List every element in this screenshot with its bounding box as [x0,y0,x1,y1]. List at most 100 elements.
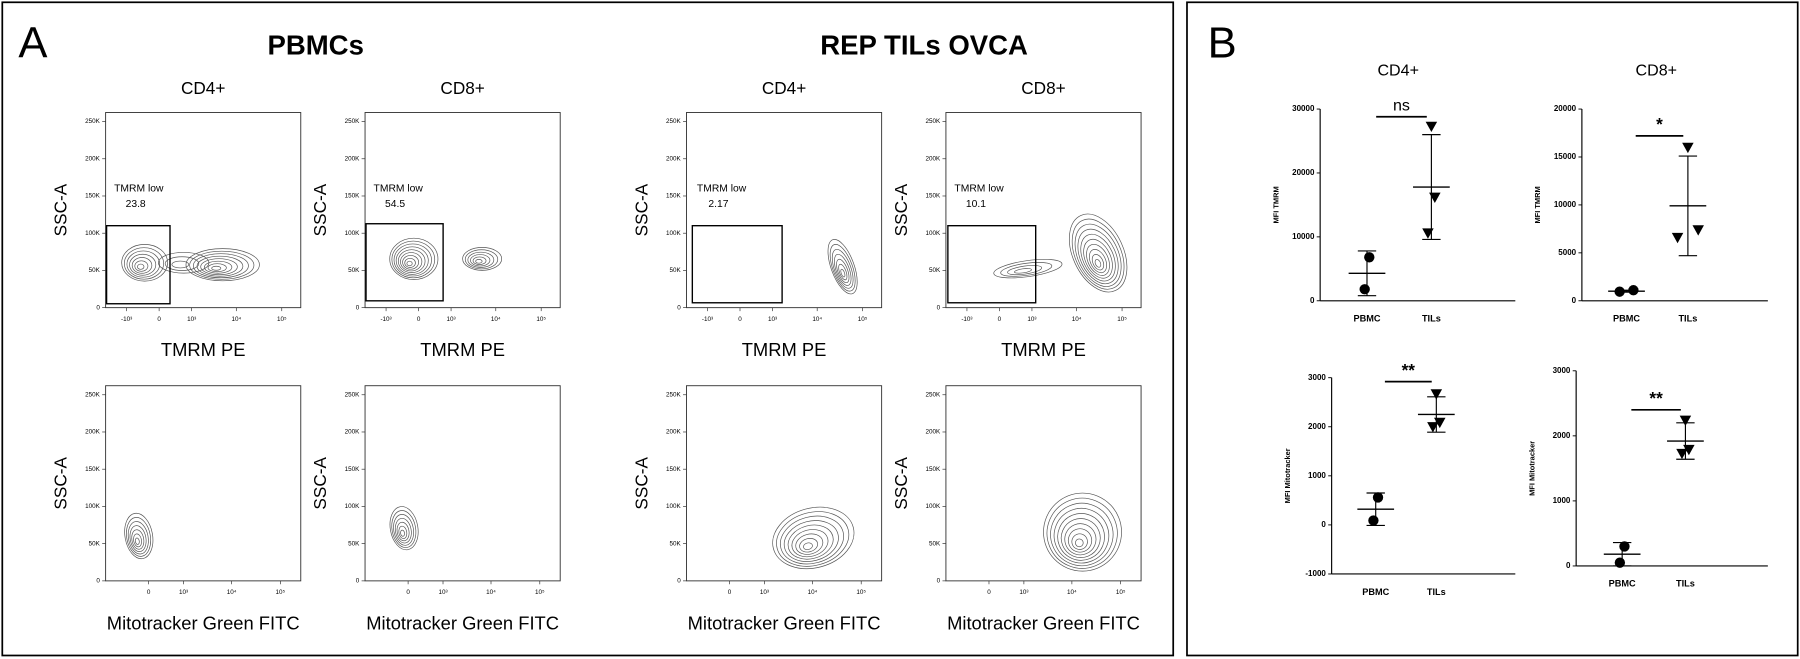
x-axis-label: TMRM PE [742,339,827,360]
y-tick-label: 0 [937,578,941,585]
x-tick-label: 10⁴ [486,589,496,596]
contour-line [1050,502,1114,567]
x-tick-label: 0 [417,316,421,323]
x-tick-label: 10⁴ [231,316,241,323]
x-axis-label: Mitotracker Green FITC [366,612,559,633]
x-tick-label: 10⁵ [858,316,868,323]
contour-line [827,239,858,295]
contour-line [133,533,142,548]
contour-line [185,248,260,282]
plot-title: CD4+ [1377,61,1419,79]
contour-line [389,506,419,551]
contour-line [829,244,856,292]
gate-value: 2.17 [708,199,728,210]
y-tick-label: 150K [85,193,101,200]
y-axis-label: SSC-A [891,183,911,236]
gate-label: TMRM low [374,183,424,194]
y-axis-label: SSC-A [891,456,911,509]
contour-line [1080,233,1116,282]
contour-line [831,249,854,289]
contour-line [164,256,200,271]
x-tick-label: 10³ [1019,589,1028,596]
plot-frame [105,112,302,309]
x-tick-label: TILs [1678,314,1697,324]
contour-line [123,247,165,280]
contour-line [464,249,499,270]
y-tick-label: 2000 [1553,431,1571,440]
contour-line [121,244,168,282]
contour-line [397,249,426,273]
y-tick-label: 200K [925,429,941,436]
y-tick-label: 200K [925,155,941,162]
contour-line [131,257,153,274]
contour-line [1064,523,1097,556]
x-tick-label: 10³ [447,316,456,323]
contour-line [394,517,412,544]
contour-line [1007,265,1043,276]
plot-frame [364,112,561,309]
contour-line [389,237,439,280]
y-tick-label: 0 [356,304,360,311]
contour-line [396,521,410,542]
x-tick-label: 0 [157,316,161,323]
contour-line [783,520,839,562]
y-tick-label: 250K [666,391,682,398]
panel-label: A [18,19,47,67]
gate-label: TMRM low [697,183,747,194]
plot-frame [686,112,883,309]
x-axis-label: Mitotracker Green FITC [947,612,1140,633]
plot-frame [686,385,883,582]
y-tick-label: 100K [925,230,941,237]
data-point [1676,448,1688,460]
plot-frame [105,385,302,582]
x-tick-label: 10⁴ [808,589,818,596]
contour-line [1057,513,1105,561]
gate-value: 10.1 [966,199,986,210]
y-tick-label: 50K [929,267,941,274]
contour-line [472,256,487,265]
contour-line [393,243,432,277]
y-tick-label: 200K [666,429,682,436]
x-tick-label: 10³ [438,589,447,596]
y-tick-label: 150K [666,193,682,200]
x-tick-label: 10⁵ [1117,316,1127,323]
data-point [1682,142,1694,154]
contour-line [1043,492,1122,572]
data-point [1359,284,1370,295]
contour-line [840,268,846,278]
contour-line [776,511,850,567]
plot-title: CD8+ [440,78,484,98]
contour-line [196,255,244,277]
y-tick-label: 250K [85,391,101,398]
x-tick-label: 10⁵ [535,589,545,596]
y-tick-label: 100K [666,503,682,510]
contour-line [467,251,495,268]
group-title: PBMCs [267,29,363,60]
y-tick-label: 0 [1566,561,1571,570]
contour-line [129,525,147,552]
plot-frame [945,112,1142,309]
y-tick-label: 250K [345,391,361,398]
contour-line [126,517,152,557]
x-tick-label: 0 [738,316,742,323]
data-point [1619,541,1630,552]
y-axis-label: MFI Mitotracker [1283,448,1292,503]
group-title: REP TILs OVCA [820,29,1028,60]
y-tick-label: 250K [85,118,101,125]
contour-line [1014,268,1032,274]
y-tick-label: 1000 [1308,471,1326,480]
contour-line [1053,508,1110,564]
y-tick-label: 200K [345,155,361,162]
x-tick-label: 0 [406,589,410,596]
contour-line [171,260,190,269]
gate [691,225,783,304]
contour-line [391,240,436,279]
x-tick-label: 0 [987,589,991,596]
y-axis-label: SSC-A [51,183,71,236]
x-tick-label: TILs [1422,314,1441,324]
plot-frame [945,385,1142,582]
x-axis-label: TMRM PE [1001,339,1086,360]
x-tick-label: PBMC [1613,314,1640,324]
x-tick-label: 10⁴ [227,589,237,596]
